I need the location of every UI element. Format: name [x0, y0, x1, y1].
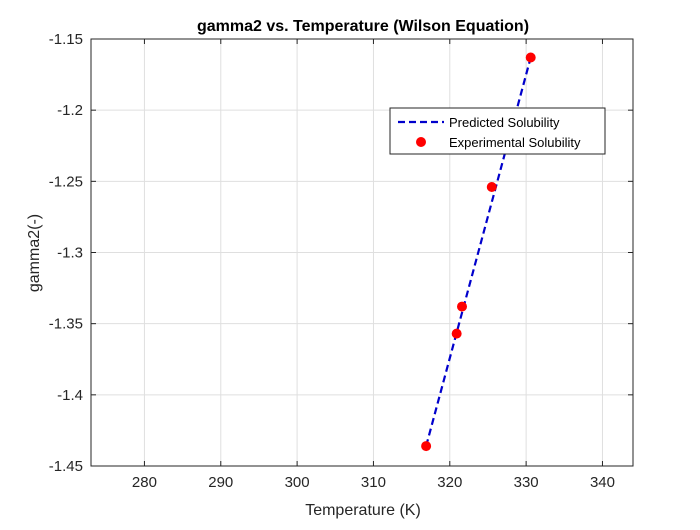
experimental-point — [486, 182, 497, 193]
y-tick-label: -1.2 — [57, 102, 83, 119]
x-axis-label: Temperature (K) — [305, 502, 421, 519]
legend-entry-label: Experimental Solubility — [449, 135, 581, 150]
legend-box — [389, 107, 606, 155]
legend-entry-label: Predicted Solubility — [449, 115, 560, 130]
y-tick-label: -1.45 — [49, 458, 83, 475]
x-tick-label: 320 — [437, 474, 462, 491]
experimental-point — [525, 52, 536, 63]
x-tick-label: 340 — [590, 474, 615, 491]
y-tick-label: -1.4 — [57, 387, 83, 404]
y-tick-label: -1.3 — [57, 245, 83, 262]
experimental-point — [457, 301, 468, 312]
legend-marker-swatch — [416, 137, 426, 147]
y-tick-label: -1.25 — [49, 173, 83, 190]
chart-title: gamma2 vs. Temperature (Wilson Equation) — [197, 18, 529, 35]
experimental-point — [451, 328, 462, 339]
y-tick-label: -1.35 — [49, 316, 83, 333]
experimental-point — [421, 441, 432, 452]
x-tick-label: 280 — [132, 474, 157, 491]
y-tick-label: -1.15 — [49, 31, 83, 48]
x-tick-label: 290 — [208, 474, 233, 491]
x-tick-label: 310 — [361, 474, 386, 491]
y-axis-label: gamma2(-) — [26, 214, 43, 292]
x-tick-label: 300 — [285, 474, 310, 491]
x-tick-label: 330 — [514, 474, 539, 491]
